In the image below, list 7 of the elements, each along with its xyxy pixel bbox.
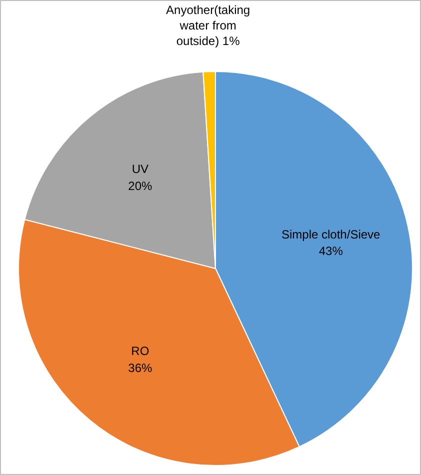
slice-label: UV — [132, 162, 148, 176]
slice-label: RO — [131, 344, 150, 358]
data-label: 20% — [128, 178, 152, 193]
slice-label: Simple cloth/Sieve — [281, 227, 381, 242]
data-label: 36% — [128, 360, 152, 375]
data-label: 43% — [318, 244, 344, 258]
slice-label: Anyother(taking water from outside) 1% — [166, 3, 250, 48]
